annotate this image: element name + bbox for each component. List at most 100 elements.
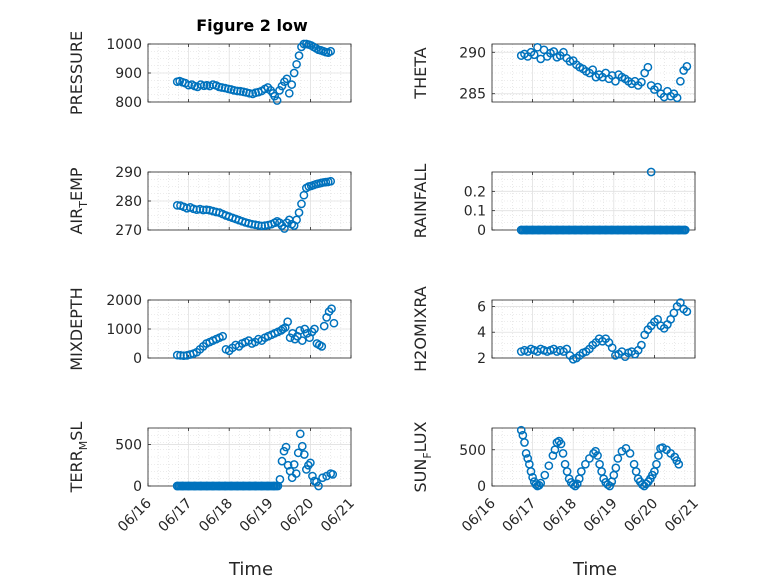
data-point	[292, 59, 301, 69]
data-point	[643, 62, 653, 72]
data-point	[637, 77, 646, 87]
data-point	[593, 451, 602, 460]
subplot-5: 0 1000 2000 MIXDEPTH	[67, 287, 352, 371]
y-tick-label: 1000	[106, 322, 142, 338]
subplot-1: 800 900 1000 PRESSURE	[67, 31, 352, 115]
y-tick-label: 285	[459, 87, 486, 103]
data-point	[637, 340, 646, 350]
data-point	[528, 472, 537, 482]
y-tick-label: 290	[115, 165, 142, 181]
data-point	[328, 470, 338, 479]
data-point	[526, 467, 536, 476]
data-point	[308, 471, 317, 481]
data-point	[218, 331, 228, 341]
data-point	[611, 76, 620, 86]
data-point	[281, 442, 291, 452]
data-point	[287, 80, 297, 89]
data-point	[653, 82, 662, 92]
data-point	[672, 93, 682, 103]
axes-box	[491, 299, 696, 359]
y-tick-label: 800	[115, 95, 142, 111]
data-point	[294, 208, 304, 217]
data-point	[682, 307, 692, 316]
data-point	[544, 461, 554, 471]
data-point	[301, 465, 311, 474]
data-point	[552, 438, 562, 447]
data-point	[293, 448, 303, 458]
data-point	[283, 317, 293, 327]
data-point	[326, 46, 336, 56]
axes-box	[491, 43, 696, 103]
data-point	[275, 86, 284, 95]
data-point	[299, 450, 309, 459]
data-point	[271, 481, 281, 491]
y-axis-label: RAINFALL	[411, 164, 430, 239]
data-point	[282, 74, 292, 84]
data-point	[302, 329, 312, 338]
y-axis-label: TERRMSL	[67, 422, 90, 494]
data-point	[646, 167, 656, 177]
data-point	[279, 446, 289, 456]
data-point	[319, 321, 329, 331]
subplot-2: 285 290 THETA	[411, 42, 696, 103]
data-point	[607, 343, 617, 353]
subplot-3: 270 280 290 AIRTEMP	[67, 165, 352, 239]
y-axis-label: SUNFLUX	[411, 421, 434, 492]
axes-box	[491, 427, 696, 487]
data-point	[284, 88, 294, 98]
y-tick-label: 4	[477, 325, 486, 341]
data-point	[613, 454, 623, 463]
data-point	[588, 65, 598, 75]
data-point	[275, 475, 285, 484]
data-point	[304, 460, 313, 470]
data-point	[294, 51, 304, 60]
y-tick-label: 900	[115, 66, 142, 82]
data-point	[568, 480, 578, 489]
y-tick-label: 0.1	[464, 204, 486, 220]
data-point	[576, 467, 586, 476]
data-point	[232, 86, 242, 96]
data-point	[676, 76, 685, 86]
data-point	[295, 326, 305, 335]
y-tick-label: 2000	[106, 293, 142, 309]
data-point	[329, 318, 339, 328]
data-point	[523, 454, 533, 463]
data-point	[516, 425, 526, 435]
data-point	[300, 324, 310, 334]
y-tick-label: 280	[115, 194, 142, 210]
data-point	[314, 481, 323, 491]
data-point	[297, 336, 307, 345]
data-point	[540, 470, 550, 480]
data-point	[306, 458, 315, 468]
data-point	[270, 91, 280, 101]
data-point	[312, 477, 321, 487]
data-point	[310, 324, 319, 334]
subplot-6: 2 4 6 H2OMIXRA	[411, 286, 696, 372]
data-point	[289, 460, 299, 469]
x-axis-label-right: Time	[572, 559, 617, 580]
y-axis-label: AIRTEMP	[67, 167, 90, 234]
data-point	[556, 439, 566, 449]
data-point	[520, 438, 529, 447]
y-tick-label: 500	[459, 443, 486, 459]
data-point	[295, 429, 305, 439]
data-point	[652, 459, 661, 469]
data-point	[184, 80, 193, 90]
data-point	[591, 446, 600, 456]
data-point	[611, 463, 621, 473]
data-point	[605, 481, 615, 491]
subplot-4: 0 0.1 0.2 RAINFALL	[411, 164, 696, 239]
y-axis-label: THETA	[411, 47, 430, 99]
y-tick-label: 290	[459, 45, 486, 61]
y-axis-label: H2OMIXRA	[411, 286, 430, 372]
data-point	[277, 81, 287, 91]
data-point	[292, 215, 301, 225]
y-tick-label: 6	[477, 299, 486, 315]
data-point	[558, 449, 568, 458]
data-point	[529, 50, 539, 60]
y-tick-label: 0	[477, 479, 486, 495]
y-tick-label: 0	[133, 351, 142, 367]
y-tick-label: 500	[115, 438, 142, 454]
data-point	[572, 479, 582, 489]
data-point	[318, 473, 327, 483]
